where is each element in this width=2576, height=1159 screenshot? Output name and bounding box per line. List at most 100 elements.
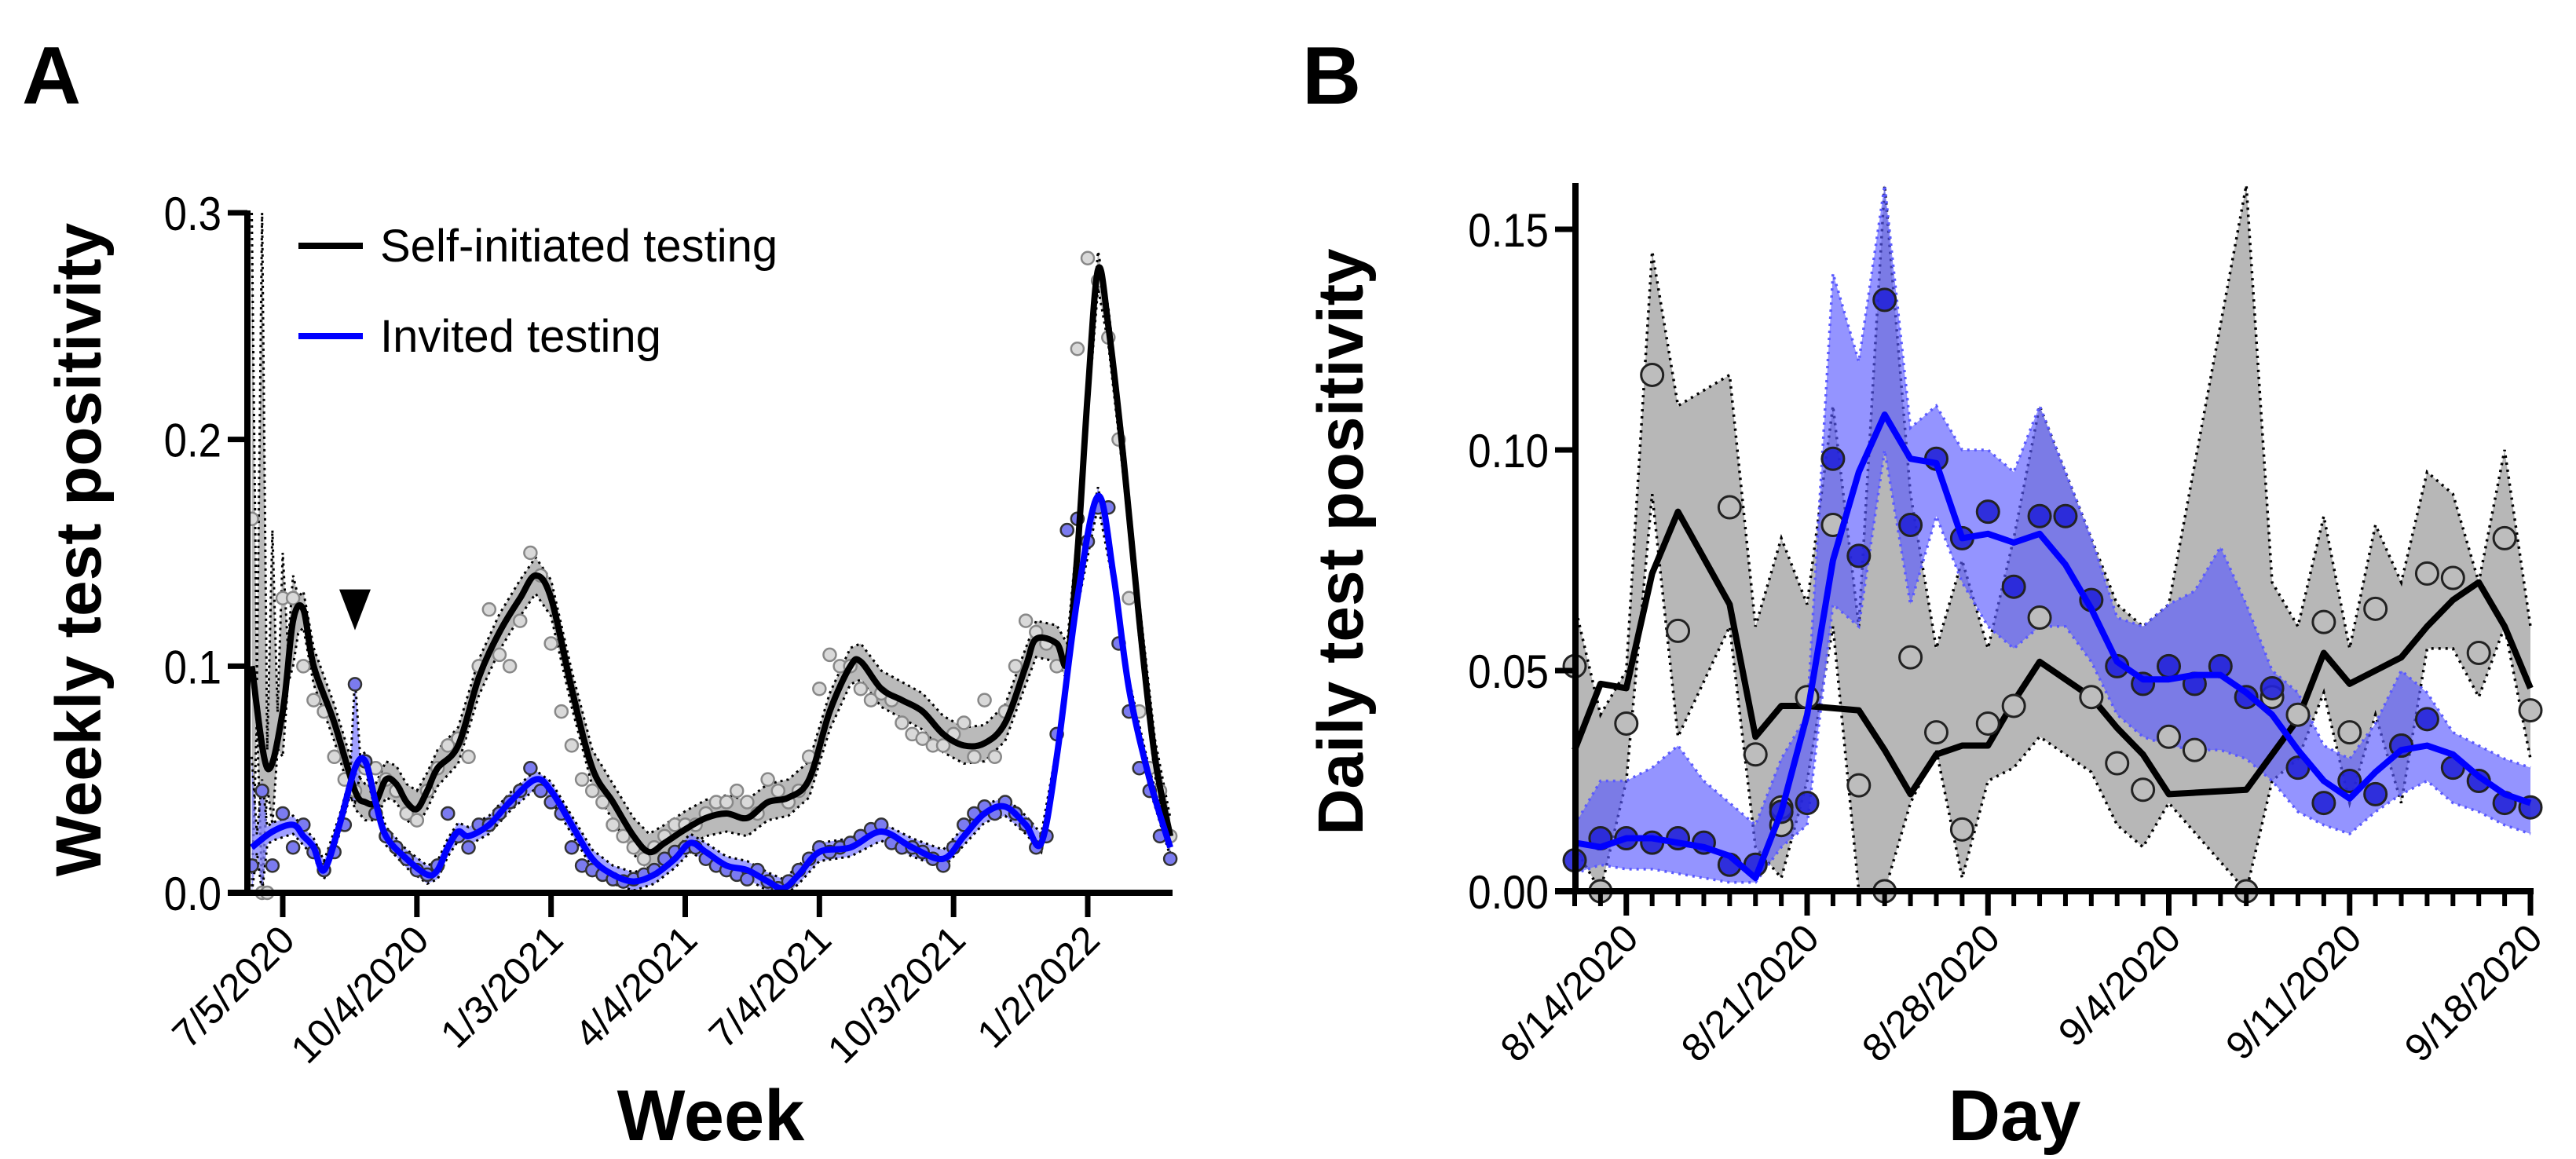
data-point-invited [2027,503,2052,528]
data-point-invited [2157,653,2182,678]
data-point-self-initiated [296,659,311,674]
data-point-invited [2311,791,2336,816]
data-point-self-initiated [595,795,610,810]
data-point-self-initiated [574,772,590,787]
data-point-self-initiated [2131,777,2156,803]
data-point-invited [1975,499,2000,525]
data-point-self-initiated [895,715,909,730]
data-point-self-initiated [1018,613,1034,628]
data-point-self-initiated [740,795,755,810]
data-point-self-initiated [957,715,971,730]
data-point-invited [275,806,291,821]
data-point-invited [523,760,538,776]
data-point-self-initiated [481,601,497,617]
data-point-self-initiated [729,783,745,799]
data-point-self-initiated [1666,618,1691,643]
data-point-self-initiated [2079,685,2104,710]
data-point-self-initiated [543,636,558,651]
panel-label-a: A [22,31,81,122]
y-tick-label-a: 0.3 [164,188,221,240]
data-point-self-initiated [2518,698,2543,723]
data-point-self-initiated [977,693,992,707]
data-point-self-initiated [1640,362,1665,387]
data-point-self-initiated [564,738,580,753]
data-point-invited [2337,769,2362,793]
x-tick-label-a: 4/4/2021 [566,917,705,1056]
y-tick-label-a: 0.2 [164,415,221,467]
trend-line-self-initiated [1572,508,2534,798]
x-tick-label-a: 10/4/2020 [283,917,437,1072]
data-point-self-initiated [306,693,321,707]
data-point-invited [533,783,548,799]
data-point-invited [2363,781,2388,806]
y-tick-label-a: 0.1 [164,641,221,693]
data-point-invited [2414,707,2439,732]
data-point-self-initiated [2157,724,2182,749]
data-point-invited [2053,503,2078,528]
data-point-self-initiated [2440,565,2465,590]
data-point-self-initiated [853,681,869,696]
data-point-self-initiated [2285,702,2311,727]
data-point-self-initiated [2466,641,2491,666]
data-point-self-initiated [616,828,631,844]
data-point-self-initiated [967,749,982,765]
x-tick-label-b: 9/11/2020 [2217,916,2369,1068]
legend-label-invited: Invited testing [380,311,661,362]
trend-line-invited [250,492,1173,892]
y-axis-title-a: Weekly test positivity [43,222,115,876]
ci-lower-invited [1574,449,2531,884]
data-point-self-initiated [2105,751,2130,776]
data-point-self-initiated [1717,495,1742,520]
x-tick-label-b: 9/4/2020 [2050,916,2189,1055]
ci-upper-invited [1573,185,2531,828]
data-point-invited [461,840,476,855]
data-point-self-initiated [770,783,786,799]
panel-a: A Weekly test positivity Week 0.0 0.1 0.2 0… [22,31,1178,1156]
data-point-self-initiated [399,806,414,821]
y-tick-label-b: 0.10 [1468,425,1549,477]
data-point-self-initiated [2337,720,2362,745]
x-axis-title-b: Day [1948,1076,2081,1156]
data-point-invited [347,677,363,692]
data-point-self-initiated [822,647,837,663]
panel-label-b: B [1302,31,1361,122]
x-tick-label-b: 9/18/2020 [2396,916,2551,1070]
data-point-self-initiated [1122,590,1136,605]
legend-label-self-initiated: Self-initiated testing [380,221,778,272]
data-point-self-initiated [2363,596,2388,621]
data-point-self-initiated [719,795,734,810]
ci-upper-invited [251,486,1172,881]
data-point-self-initiated [812,681,827,696]
data-point-self-initiated [2001,693,2026,718]
data-point-invited [285,840,301,855]
ci-band-self-initiated [251,213,1171,893]
data-point-self-initiated [1975,711,2000,736]
x-tick-label-a: 10/3/2021 [819,917,974,1072]
panel-b: B Daily test positivity Day 0.00 0.05 0.10… [1302,31,2551,1156]
data-point-invited [265,858,280,873]
data-point-self-initiated [512,613,528,628]
y-axis-title-b: Daily test positivity [1305,248,1377,835]
data-point-invited [1162,851,1178,866]
data-point-invited [1846,543,1872,569]
data-point-self-initiated [2311,609,2336,634]
data-point-invited [1898,513,1923,538]
ci-upper-self-initiated [251,212,1172,835]
data-point-invited [1820,446,1846,471]
y-tick-label-b: 0.05 [1468,645,1549,698]
data-point-self-initiated [1080,250,1096,265]
data-point-self-initiated [606,817,620,832]
data-point-self-initiated [1949,817,1974,842]
y-tick-label-a: 0.0 [164,868,221,920]
data-point-self-initiated [863,693,879,707]
data-point-self-initiated [935,738,951,753]
data-point-self-initiated [2182,737,2207,762]
data-point-self-initiated [760,772,775,787]
data-point-self-initiated [492,647,507,663]
data-point-invited [2001,574,2026,599]
data-point-self-initiated [1614,711,1639,736]
data-point-self-initiated [584,783,600,799]
data-point-self-initiated [1923,720,1948,745]
data-point-invited [1059,522,1074,538]
data-point-self-initiated [502,659,518,674]
